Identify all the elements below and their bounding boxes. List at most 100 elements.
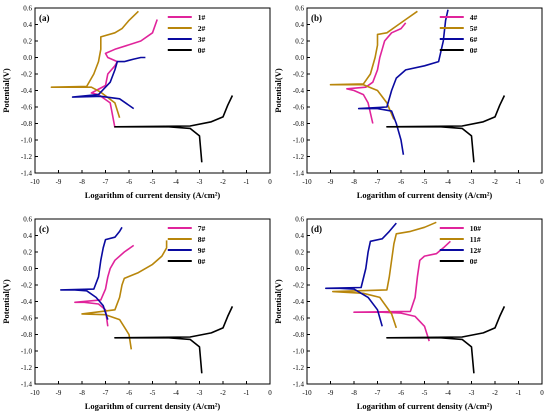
x-tick-label: -8 — [79, 178, 85, 186]
x-tick-label: -5 — [422, 178, 428, 186]
chart-panel: -10 -9 -8 -7 -6 -5 -4 -3 -2 -1 0-1.4-1.2-1.0-0.8-0… — [273, 5, 544, 201]
y-tick-label: 0.6 — [23, 216, 32, 224]
y-axis-title: Potential(V) — [1, 279, 11, 324]
y-tick-label: -1.0 — [293, 348, 305, 356]
chart-panel: -10 -9 -8 -7 -6 -5 -4 -3 -2 -1 0-1.4-1.2-1.0-0.8-0… — [273, 216, 544, 412]
x-tick-label: -1 — [516, 389, 522, 397]
legend-label: 8# — [198, 235, 206, 244]
x-tick-label: -3 — [469, 178, 475, 186]
x-axis-title: Logarithm of current density (A/cm²) — [85, 190, 221, 200]
series-line — [114, 306, 234, 374]
y-axis-title: Potential(V) — [1, 68, 11, 113]
x-tick-label: -10 — [302, 389, 312, 397]
series-line — [331, 221, 437, 329]
y-tick-label: -0.4 — [293, 87, 305, 95]
legend-label: 1# — [198, 13, 206, 22]
x-tick-label: -4 — [173, 178, 179, 186]
x-tick-label: -8 — [351, 389, 357, 397]
legend-label: 10# — [470, 224, 482, 233]
plot-frame — [306, 218, 543, 385]
x-tick-label: -5 — [150, 178, 156, 186]
x-tick-label: -2 — [220, 178, 226, 186]
y-tick-label: -1.0 — [21, 137, 33, 145]
panel-label: (b) — [311, 13, 322, 23]
y-tick-label: -0.4 — [21, 87, 33, 95]
y-tick-label: -0.6 — [293, 104, 305, 112]
y-tick-label: -0.4 — [293, 298, 305, 306]
y-tick-label: -1.0 — [21, 348, 33, 356]
series-line — [346, 22, 407, 124]
y-tick-label: 0.6 — [295, 216, 304, 224]
y-tick-label: -1.2 — [293, 153, 305, 161]
x-tick-label: -4 — [173, 389, 179, 397]
x-tick-label: -5 — [150, 389, 156, 397]
legend-label: 12# — [470, 246, 482, 255]
series-line — [357, 9, 449, 155]
y-tick-label: -0.2 — [21, 282, 33, 290]
series-line — [74, 244, 135, 327]
series-line — [386, 95, 506, 163]
y-axis-title: Potential(V) — [273, 68, 283, 113]
y-tick-label: -1.4 — [293, 170, 305, 178]
y-tick-label: -0.6 — [21, 315, 33, 323]
y-tick-label: 0.4 — [23, 232, 32, 240]
legend-label: 0# — [198, 46, 206, 55]
x-tick-label: -7 — [375, 389, 381, 397]
x-tick-label: -6 — [126, 389, 132, 397]
legend-label: 11# — [470, 235, 481, 244]
x-tick-label: -8 — [351, 178, 357, 186]
series-line — [386, 306, 506, 374]
y-tick-label: -1.2 — [21, 153, 33, 161]
y-tick-label: 0.4 — [295, 232, 304, 240]
y-tick-label: 0.6 — [295, 5, 304, 13]
legend-label: 0# — [470, 257, 478, 266]
y-tick-label: -0.8 — [293, 120, 305, 128]
x-tick-label: -1 — [244, 178, 250, 186]
legend-label: 9# — [198, 246, 206, 255]
y-tick-label: -1.4 — [293, 381, 305, 389]
x-tick-label: -2 — [492, 178, 498, 186]
x-tick-label: 0 — [268, 389, 272, 397]
x-tick-label: -9 — [56, 178, 62, 186]
y-tick-label: -0.2 — [293, 282, 305, 290]
x-tick-label: -6 — [398, 178, 404, 186]
x-tick-label: -2 — [220, 389, 226, 397]
x-tick-label: -6 — [126, 178, 132, 186]
legend-label: 0# — [198, 257, 206, 266]
y-tick-label: -1.4 — [21, 170, 33, 178]
y-tick-label: 0.4 — [23, 21, 32, 29]
x-tick-label: -7 — [375, 178, 381, 186]
y-tick-label: 0.6 — [23, 5, 32, 13]
x-axis-title: Logarithm of current density (A/cm²) — [357, 401, 493, 411]
series-line — [324, 222, 397, 327]
x-tick-label: -7 — [103, 389, 109, 397]
x-tick-label: -7 — [103, 178, 109, 186]
y-tick-label: 0.0 — [23, 54, 32, 62]
series-line — [114, 95, 234, 163]
x-tick-label: -1 — [516, 178, 522, 186]
y-tick-label: 0.4 — [295, 21, 304, 29]
x-tick-label: -10 — [30, 389, 40, 397]
x-tick-label: -1 — [244, 389, 250, 397]
y-tick-label: -1.0 — [293, 137, 305, 145]
series-line — [81, 240, 168, 350]
series-line — [50, 10, 139, 118]
y-tick-label: 0.2 — [23, 38, 32, 46]
panel-label: (a) — [39, 13, 50, 23]
y-tick-label: -0.4 — [21, 298, 33, 306]
y-tick-label: -0.8 — [21, 120, 33, 128]
panel-label: (c) — [39, 224, 49, 234]
chart-panel: -10 -9 -8 -7 -6 -5 -4 -3 -2 -1 0-1.4-1.2-1.0-0.8-0… — [1, 216, 272, 412]
legend-label: 2# — [198, 24, 206, 33]
series-line — [90, 19, 158, 128]
legend-label: 5# — [470, 24, 478, 33]
y-tick-label: 0.0 — [295, 54, 304, 62]
x-axis-title: Logarithm of current density (A/cm²) — [357, 190, 493, 200]
x-tick-label: -3 — [197, 389, 203, 397]
x-tick-label: -9 — [56, 389, 62, 397]
series-line — [329, 10, 418, 120]
x-tick-label: 0 — [268, 178, 272, 186]
y-tick-label: 0.2 — [295, 38, 304, 46]
y-tick-label: -1.2 — [293, 364, 305, 372]
